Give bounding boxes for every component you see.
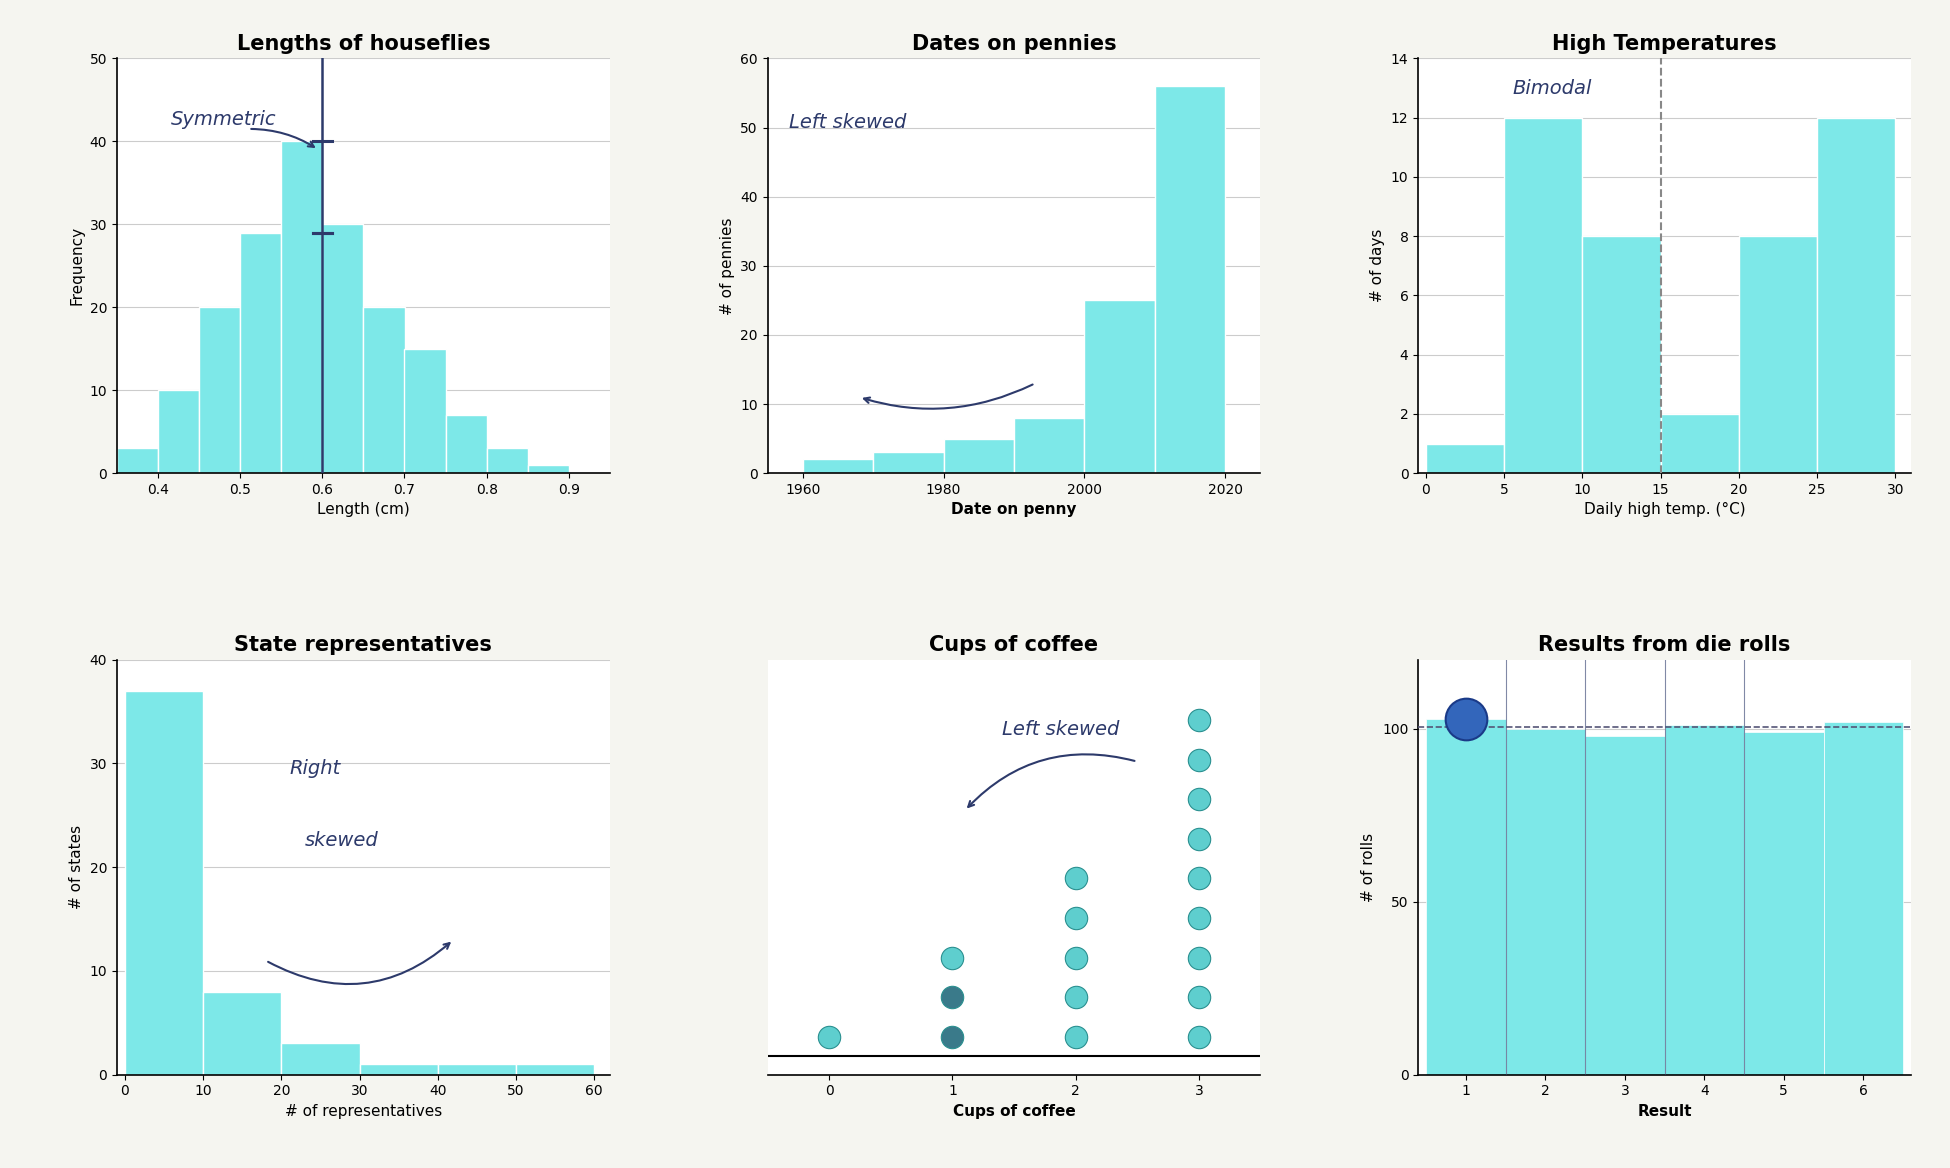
Bar [117,449,158,473]
Bar [203,992,281,1075]
Title: Results from die rolls: Results from die rolls [1539,635,1790,655]
Bar [404,349,445,473]
Point [1184,988,1215,1007]
Point [1061,948,1092,967]
Bar [944,439,1014,473]
Title: Cups of coffee: Cups of coffee [930,635,1098,655]
Bar [1505,729,1585,1075]
Point [936,948,967,967]
Point [1184,750,1215,769]
Y-axis label: Frequency: Frequency [68,227,84,305]
Y-axis label: # of states: # of states [68,825,84,909]
Point [1061,909,1092,927]
Bar [1154,86,1225,473]
Bar [363,307,404,473]
Y-axis label: # of days: # of days [1371,229,1384,303]
Bar [1084,300,1154,473]
X-axis label: Cups of coffee: Cups of coffee [954,1104,1074,1119]
Point [936,1028,967,1047]
Point [936,988,967,1007]
Bar [445,415,488,473]
Title: High Temperatures: High Temperatures [1552,34,1776,54]
X-axis label: Length (cm): Length (cm) [318,502,410,517]
Bar [1425,718,1505,1075]
Bar [437,1064,517,1075]
Bar [1425,444,1503,473]
Bar [281,1043,359,1075]
Y-axis label: # of pennies: # of pennies [720,217,735,314]
Title: Lengths of houseflies: Lengths of houseflies [236,34,489,54]
Point [1184,711,1215,730]
Bar [1503,118,1583,473]
Bar [322,224,363,473]
Bar [488,449,528,473]
Bar [359,1064,437,1075]
Point [813,1028,844,1047]
Bar [281,141,322,473]
Text: Right: Right [289,759,341,778]
Bar [1014,418,1084,473]
Point [1061,1028,1092,1047]
Point [1184,790,1215,808]
Text: Symmetric: Symmetric [170,110,277,128]
X-axis label: # of representatives: # of representatives [285,1104,443,1119]
Point [1184,829,1215,848]
Point [1061,988,1092,1007]
Bar [528,465,569,473]
Point [1184,909,1215,927]
Bar [803,459,874,473]
Bar [1817,118,1895,473]
Point [1184,1028,1215,1047]
Title: State representatives: State representatives [234,635,491,655]
Bar [1661,413,1739,473]
Point [1061,869,1092,888]
Point [1184,948,1215,967]
Bar [1823,722,1903,1075]
Bar [158,390,199,473]
Bar [199,307,240,473]
Text: skewed: skewed [304,832,378,850]
Bar [1583,236,1661,473]
Title: Dates on pennies: Dates on pennies [913,34,1115,54]
Point [1451,709,1482,728]
Y-axis label: # of rolls: # of rolls [1361,833,1377,902]
Text: Left skewed: Left skewed [1002,721,1119,739]
Bar [1665,725,1743,1075]
Bar [1743,732,1823,1075]
Point [1184,869,1215,888]
Bar [1585,736,1665,1075]
Bar [1739,236,1817,473]
Text: Left skewed: Left skewed [788,112,907,132]
X-axis label: Daily high temp. (°C): Daily high temp. (°C) [1583,502,1745,517]
Bar [240,232,281,473]
Bar [517,1064,595,1075]
X-axis label: Date on penny: Date on penny [952,502,1076,517]
Bar [125,691,203,1075]
X-axis label: Result: Result [1638,1104,1693,1119]
Text: Bimodal: Bimodal [1511,79,1591,98]
Bar [874,452,944,473]
